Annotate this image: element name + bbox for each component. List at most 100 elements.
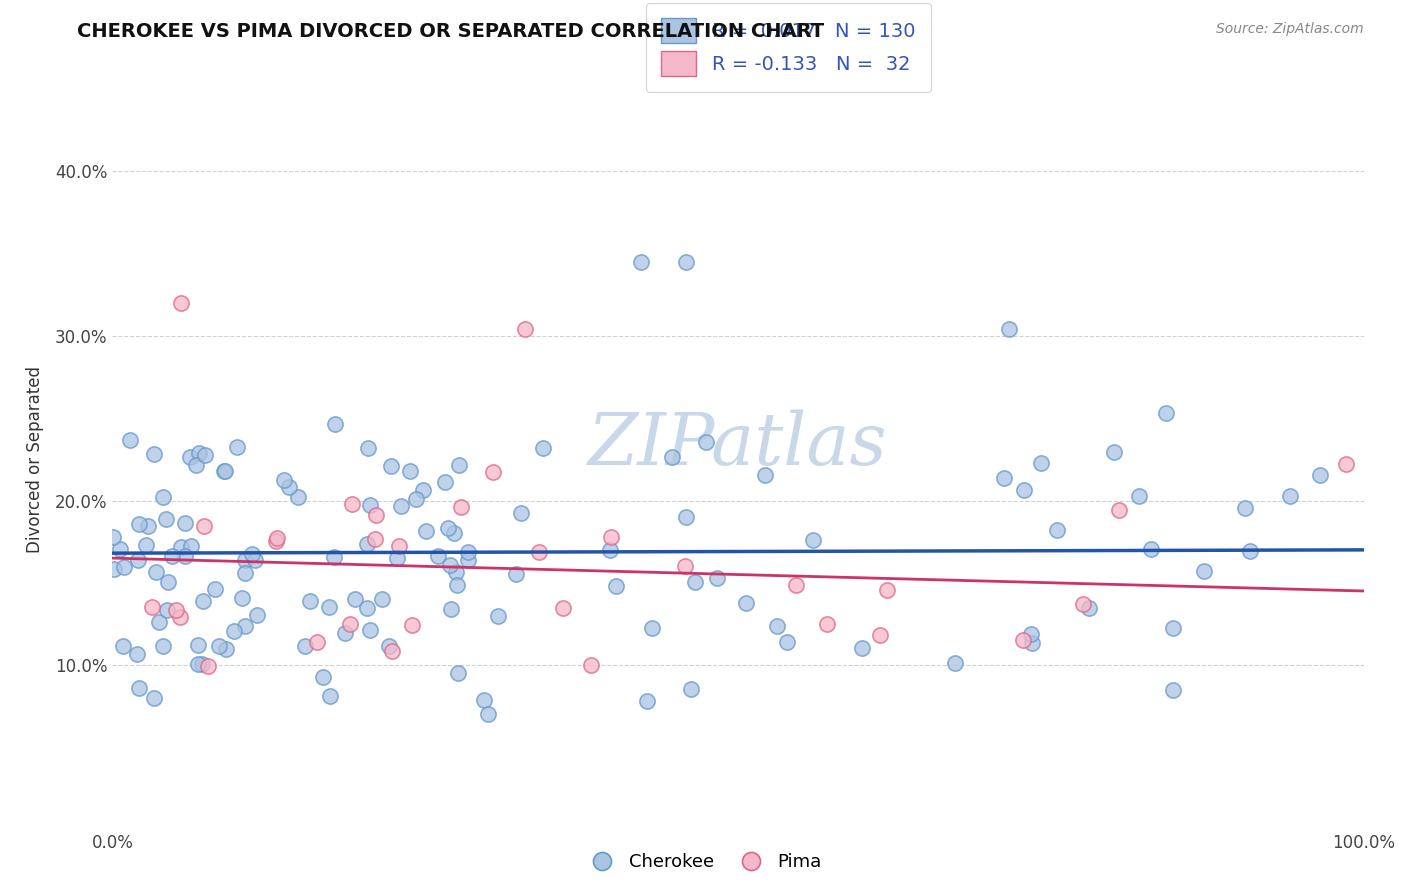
Point — [529, 545, 551, 559]
Point — [156, 574, 179, 589]
Point — [389, 499, 412, 513]
Point — [439, 558, 461, 572]
Point — [169, 609, 191, 624]
Point — [381, 644, 404, 658]
Point — [186, 458, 208, 472]
Point — [815, 617, 838, 632]
Point — [152, 639, 174, 653]
Point — [415, 524, 437, 538]
Point — [446, 566, 468, 580]
Point — [319, 690, 342, 704]
Point — [187, 638, 209, 652]
Point — [294, 639, 316, 653]
Point — [197, 659, 219, 673]
Point — [173, 549, 195, 563]
Point — [505, 566, 527, 581]
Point — [108, 542, 131, 557]
Point — [385, 550, 408, 565]
Point — [339, 616, 361, 631]
Point — [1161, 621, 1184, 635]
Point — [1071, 597, 1094, 611]
Point — [174, 516, 197, 530]
Point — [323, 549, 346, 564]
Point — [869, 628, 891, 642]
Point — [378, 639, 401, 653]
Point — [138, 519, 160, 533]
Point — [509, 507, 531, 521]
Point — [679, 681, 702, 696]
Point — [245, 553, 267, 567]
Point — [103, 530, 125, 544]
Text: Source: ZipAtlas.com: Source: ZipAtlas.com — [1216, 22, 1364, 37]
Point — [641, 621, 664, 635]
Point — [235, 618, 257, 632]
Point — [214, 464, 236, 478]
Point — [246, 608, 269, 623]
Point — [1161, 683, 1184, 698]
Point — [299, 593, 322, 607]
Point — [388, 539, 411, 553]
Point — [876, 582, 898, 597]
Point — [401, 617, 423, 632]
Point — [945, 656, 967, 670]
Point — [776, 634, 799, 648]
Point — [706, 571, 728, 585]
Point — [449, 458, 471, 473]
Point — [785, 578, 807, 592]
Point — [1128, 489, 1150, 503]
Text: ZIPatlas: ZIPatlas — [588, 409, 889, 480]
Point — [579, 657, 602, 672]
Point — [170, 540, 193, 554]
Point — [233, 566, 256, 581]
Point — [754, 468, 776, 483]
Point — [148, 615, 170, 629]
Point — [1108, 503, 1130, 517]
Point — [103, 562, 125, 576]
Text: CHEROKEE VS PIMA DIVORCED OR SEPARATED CORRELATION CHART: CHEROKEE VS PIMA DIVORCED OR SEPARATED C… — [77, 22, 824, 41]
Point — [128, 517, 150, 532]
Point — [128, 681, 150, 696]
Legend: Cherokee, Pima: Cherokee, Pima — [576, 847, 830, 879]
Point — [685, 574, 707, 589]
Point — [215, 642, 238, 657]
Point — [273, 473, 295, 487]
Point — [600, 530, 623, 544]
Point — [605, 578, 627, 592]
Point — [515, 321, 537, 335]
Point — [801, 533, 824, 548]
Point — [359, 498, 381, 512]
Point — [433, 475, 456, 489]
Point — [266, 531, 288, 545]
Point — [1046, 524, 1069, 538]
Point — [118, 433, 141, 447]
Point — [194, 448, 217, 462]
Point — [125, 648, 148, 662]
Point — [191, 657, 214, 672]
Point — [412, 483, 434, 498]
Point — [1012, 633, 1035, 648]
Point — [364, 532, 387, 546]
Point — [380, 458, 402, 473]
Point — [142, 690, 165, 705]
Point — [398, 464, 420, 478]
Point — [486, 609, 509, 624]
Point — [356, 537, 378, 551]
Point — [474, 693, 496, 707]
Point — [1156, 406, 1178, 420]
Point — [359, 623, 381, 637]
Point — [141, 599, 163, 614]
Point — [1140, 542, 1163, 557]
Point — [436, 521, 458, 535]
Point — [240, 548, 263, 562]
Point — [305, 635, 328, 649]
Point — [851, 640, 873, 655]
Point — [1019, 627, 1042, 641]
Point — [426, 549, 449, 563]
Point — [997, 322, 1019, 336]
Point — [231, 591, 253, 605]
Point — [661, 450, 683, 465]
Point — [344, 591, 367, 606]
Point — [1278, 489, 1301, 503]
Point — [156, 602, 179, 616]
Point — [477, 707, 499, 722]
